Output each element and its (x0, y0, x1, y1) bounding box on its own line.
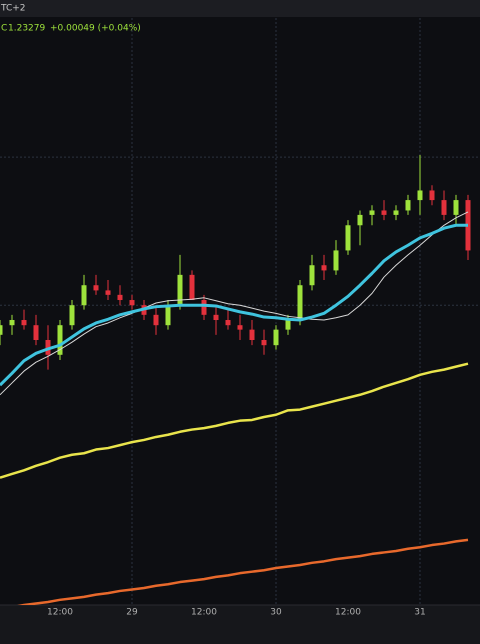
candle-body (345, 225, 351, 251)
candle-body (129, 300, 135, 306)
candle-body (369, 210, 375, 215)
candle-body (165, 305, 171, 326)
candle-body (441, 200, 447, 215)
candle-body (69, 305, 75, 326)
candle-body (261, 339, 267, 346)
plot (0, 154, 471, 605)
candle-body (93, 285, 99, 291)
candle-body (357, 214, 363, 226)
candle-body (117, 294, 123, 301)
candle-body (201, 300, 207, 315)
labels: TC+2 C 1.23279 +0.00049 (+0.04%) 12:00 29… (0, 4, 426, 618)
top-bar (0, 0, 480, 17)
x-tick-label: 29 (126, 608, 138, 618)
candle-body (321, 265, 327, 271)
change: +0.00049 (+0.04%) (50, 24, 141, 34)
candle-body (225, 320, 231, 326)
candle-body (177, 274, 183, 306)
x-tick-label: 12:00 (191, 608, 217, 618)
candle-body (297, 285, 303, 321)
timezone: TC+2 (0, 4, 26, 14)
candle-body (417, 190, 423, 201)
candle-body (9, 320, 15, 326)
candle-body (21, 320, 27, 326)
candle-body (309, 265, 315, 286)
x-tick-label: 31 (414, 608, 425, 618)
candle-body (429, 190, 435, 201)
moving-average (17, 538, 469, 605)
candle-body (81, 285, 87, 306)
candle-body (33, 325, 39, 340)
grid (0, 18, 480, 605)
candle-body (213, 314, 219, 321)
close-value: 1.23279 (8, 24, 45, 34)
candle-body (381, 210, 387, 215)
x-tick-label: 12:00 (335, 608, 361, 618)
candle-body (405, 200, 411, 211)
candle-body (57, 325, 63, 355)
time-axis-bar (0, 605, 480, 644)
candle-body (105, 290, 111, 295)
candle-body (189, 274, 195, 301)
candle-body (453, 200, 459, 215)
close-label: C (1, 24, 7, 34)
candle-body (393, 210, 399, 215)
x-tick-label: 30 (270, 608, 282, 618)
candle-body (0, 325, 3, 335)
moving-average (0, 362, 469, 479)
candle-body (237, 325, 243, 330)
moving-average (0, 211, 469, 396)
candle-body (285, 320, 291, 330)
x-tick-label: 12:00 (47, 608, 73, 618)
candle-body (249, 329, 255, 340)
candle-body (333, 250, 339, 271)
candle-body (153, 314, 159, 326)
candle-body (273, 329, 279, 346)
moving-average (0, 223, 468, 387)
